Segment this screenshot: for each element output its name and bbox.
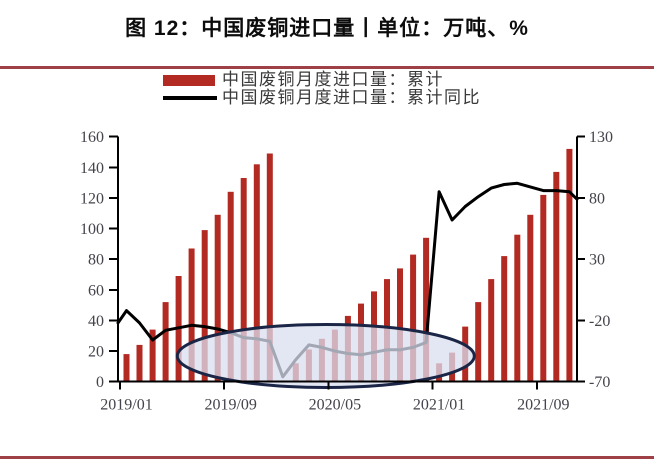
bar-2019/09 [227, 191, 234, 382]
bar-2019/11 [253, 164, 260, 382]
bar-2021/05 [488, 279, 495, 382]
bar-2020/10 [397, 268, 403, 382]
bar-2020/12 [423, 237, 430, 382]
bar-2019/07 [201, 230, 208, 382]
bar-2019/02 [136, 344, 143, 382]
line-series-swatch-icon [163, 96, 217, 100]
right-tick-label-30: 30 [589, 252, 605, 269]
x-tick-label-2019/09: 2019/09 [204, 397, 256, 414]
bar-2019/12 [266, 153, 273, 382]
highlight-ellipse [175, 323, 476, 389]
left-tick-label-140: 140 [80, 160, 104, 177]
left-tick-label-20: 20 [88, 344, 104, 361]
left-tick-label-60: 60 [88, 282, 104, 299]
bar-2021/10 [553, 171, 560, 382]
figure-title: 图 12：中国废铜进口量丨单位：万吨、% [125, 17, 529, 40]
scrap-copper-import-chart: 0 20 40 60 80 100 120 140 160 -70 -20 30 80 130 2019/0… [80, 129, 613, 414]
x-tick-label-2021/01: 2021/01 [413, 397, 465, 414]
x-tick-label-2019/01: 2019/01 [100, 397, 152, 414]
left-tick-label-100: 100 [80, 221, 104, 238]
bar-2019/01 [123, 354, 130, 382]
right-tick-label-130: 130 [589, 129, 613, 146]
x-tick-label-2020/05: 2020/05 [309, 397, 361, 414]
right-tick-label-80: 80 [589, 190, 605, 207]
legend-bar-label: 中国废铜月度进口量：累计 [222, 70, 444, 89]
bar-2021/04 [475, 302, 482, 382]
bar-2019/03 [149, 329, 156, 382]
bar-2021/08 [527, 214, 534, 382]
left-tick-label-40: 40 [88, 313, 104, 330]
bar-2019/06 [188, 248, 195, 382]
bar-2021/07 [514, 234, 521, 382]
right-tick-label--20: -20 [589, 313, 610, 330]
bar-2019/10 [240, 178, 247, 382]
top-divider [0, 66, 654, 69]
bar-2021/11 [566, 148, 573, 382]
bar-2021/09 [540, 194, 547, 382]
legend: 中国废铜月度进口量：累计 中国废铜月度进口量：累计同比 [163, 71, 481, 107]
x-tick-label-2021/09: 2021/09 [517, 397, 569, 414]
left-tick-label-160: 160 [80, 129, 104, 146]
bar-2020/11 [410, 254, 417, 382]
legend-item-bar: 中国废铜月度进口量：累计 [163, 71, 481, 89]
left-tick-label-120: 120 [80, 190, 104, 207]
bar-2021/06 [501, 256, 508, 382]
right-tick-label--70: -70 [589, 374, 610, 391]
left-tick-label-80: 80 [88, 252, 104, 269]
bar-2019/04 [162, 302, 169, 382]
bottom-divider [0, 456, 654, 459]
left-tick-label-0: 0 [96, 374, 104, 391]
legend-line-label: 中国废铜月度进口量：累计同比 [222, 88, 481, 107]
bar-series-swatch-icon [163, 74, 215, 86]
legend-item-line: 中国废铜月度进口量：累计同比 [163, 89, 481, 107]
bar-2019/08 [214, 214, 221, 382]
